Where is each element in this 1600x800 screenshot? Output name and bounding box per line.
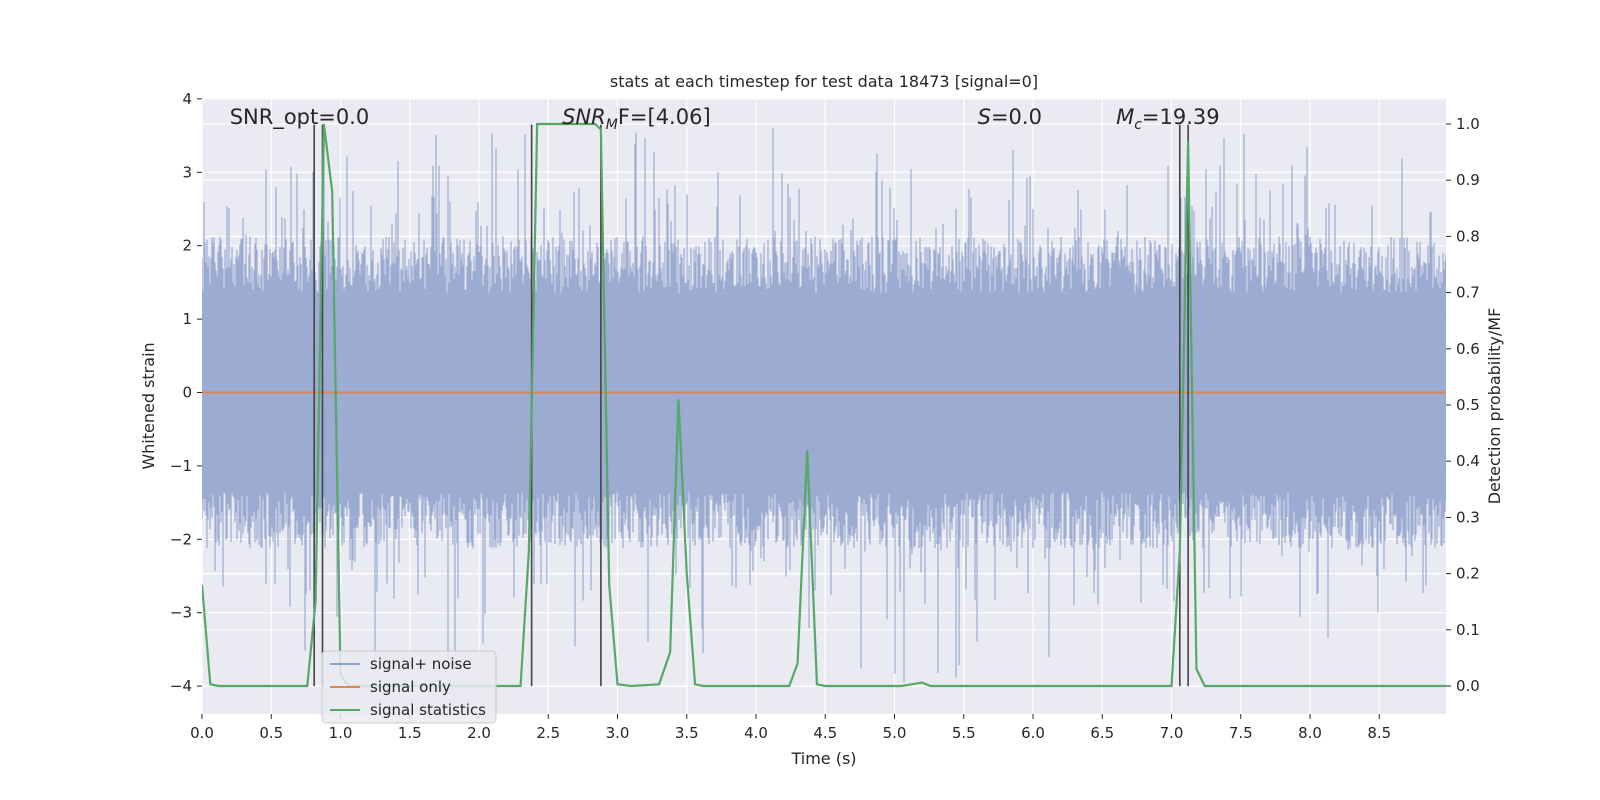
annotation-text: Mc=19.39 [1116,105,1220,133]
x-tick-label: 1.0 [329,724,353,742]
signal-statistics-line [202,122,1446,688]
annotation-text: SNRMF=[4.06] [562,105,711,133]
y2-tick-label: 0.7 [1456,284,1480,302]
x-tick-label: 7.0 [1160,724,1184,742]
chart-title: stats at each timestep for test data 184… [610,72,1038,91]
y-axis-left: 4 3 2 1 0 −1 −2 −3 −4 [170,90,202,695]
y-tick-label: 1 [182,310,192,328]
annotations: SNR_opt=0.0 SNRMF=[4.06] S=0.0 Mc=19.39 [230,105,1220,133]
y-tick-label: −2 [170,530,192,548]
x-tick-label: 2.5 [536,724,560,742]
y2-tick-label: 1.0 [1456,115,1480,133]
legend-box [321,650,497,724]
annotation-text: S=0.0 [978,105,1042,129]
legend-label-signal-noise: signal+ noise [370,655,472,673]
y-axis-right: 1.0 0.9 0.8 0.7 0.6 0.5 0.4 0.3 0.2 0.1 0.0 [1446,115,1480,695]
y2-axis-label: Detection probability/MF [1485,308,1504,505]
annotation-text: SNR_opt=0.0 [230,105,370,130]
x-tick-label: 6.0 [1021,724,1045,742]
x-tick-label: 0.0 [190,724,214,742]
y2-tick-label: 0.3 [1456,508,1480,526]
x-tick-label: 4.5 [813,724,837,742]
y-tick-label: 0 [182,384,192,402]
x-tick-label: 7.5 [1229,724,1253,742]
y-tick-label: 3 [182,163,192,181]
series-signal-noise [202,128,1446,683]
y2-tick-label: 0.1 [1456,621,1480,639]
x-tick-label: 5.5 [952,724,976,742]
noise-trace [202,128,1446,683]
y2-tick-label: 0.2 [1456,565,1480,583]
x-tick-label: 3.5 [675,724,699,742]
y2-tick-label: 0.4 [1456,452,1480,470]
y2-tick-label: 0.5 [1456,396,1480,414]
y-tick-label: 2 [182,237,192,255]
x-axis: 0.0 0.5 1.0 1.5 2.0 2.5 3.0 3.5 4.0 4.5 5.0 5.5 6.0 6… [190,714,1391,742]
y-tick-label: −1 [170,457,192,475]
y-tick-label: −4 [170,677,192,695]
y-tick-label: 4 [182,90,192,108]
x-tick-label: 4.0 [744,724,768,742]
series-signal-statistics [202,122,1446,688]
legend-label-signal-only: signal only [370,678,451,696]
x-tick-label: 8.0 [1298,724,1322,742]
x-tick-label: 1.5 [398,724,422,742]
y2-tick-label: 0.9 [1456,171,1480,189]
y2-tick-label: 0.8 [1456,227,1480,245]
y2-tick-label: 0.6 [1456,340,1480,358]
y-tick-label: −3 [170,604,192,622]
x-tick-label: 3.0 [606,724,630,742]
y-axis-label: Whitened strain [139,342,158,469]
y2-tick-label: 0.0 [1456,677,1480,695]
legend: signal+ noise signal only signal statist… [321,650,497,724]
x-tick-label: 0.5 [259,724,283,742]
x-axis-label: Time (s) [790,749,856,768]
x-tick-label: 8.5 [1367,724,1391,742]
x-tick-label: 5.0 [883,724,907,742]
x-tick-label: 6.5 [1090,724,1114,742]
x-tick-label: 2.0 [467,724,491,742]
legend-label-signal-statistics: signal statistics [370,701,486,719]
